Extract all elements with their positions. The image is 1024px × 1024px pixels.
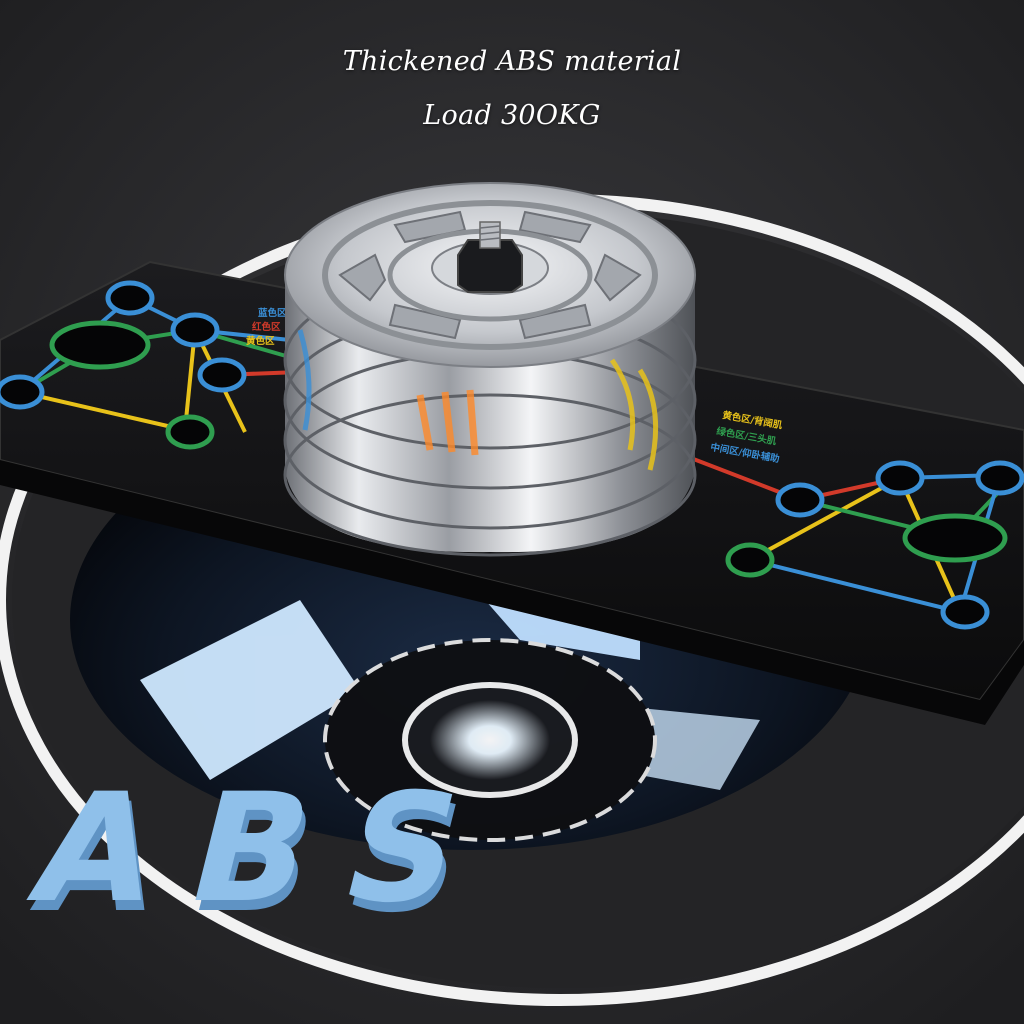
hole [725, 542, 775, 578]
reflection-colors-2 [297, 329, 312, 431]
hole-oval [902, 513, 1008, 563]
board-edge [0, 460, 1024, 725]
mounting-holes [0, 280, 1024, 630]
slot [338, 253, 387, 302]
hole [775, 482, 825, 518]
bolt-shaft [479, 221, 501, 249]
hole [940, 594, 990, 630]
abs-graphic: ABS ABS [17, 761, 522, 945]
turntable-ridge [283, 393, 697, 557]
hole [975, 460, 1024, 496]
reflection-orange [416, 389, 479, 456]
slot [593, 253, 642, 302]
bolt-thread [479, 225, 501, 241]
slot [518, 210, 592, 244]
hole [0, 374, 45, 410]
hole-oval [49, 320, 151, 370]
board-label-left-2: 红色区 [252, 321, 281, 333]
caption-material: Thickened ABS material [342, 46, 682, 77]
caption-load: Load 30OKG [423, 100, 601, 131]
hole [875, 460, 925, 496]
top-groove-outer [322, 200, 658, 350]
hole [170, 312, 220, 348]
glowing-wheel [140, 560, 760, 842]
abs-letters: ABS [20, 771, 522, 945]
hole [197, 357, 247, 393]
hole [105, 280, 155, 316]
reflection-colors [609, 358, 659, 471]
abs-letters: ABS [17, 761, 519, 935]
hole [165, 414, 215, 450]
board-label-left-3: 黄色区 [246, 335, 275, 347]
slot [518, 303, 592, 340]
hub-glow [430, 700, 550, 780]
spoke-left [140, 600, 360, 780]
center-nut-icon [457, 221, 523, 293]
board-label-left-1: 蓝色区 [258, 307, 287, 319]
metal-turntable [283, 182, 697, 557]
